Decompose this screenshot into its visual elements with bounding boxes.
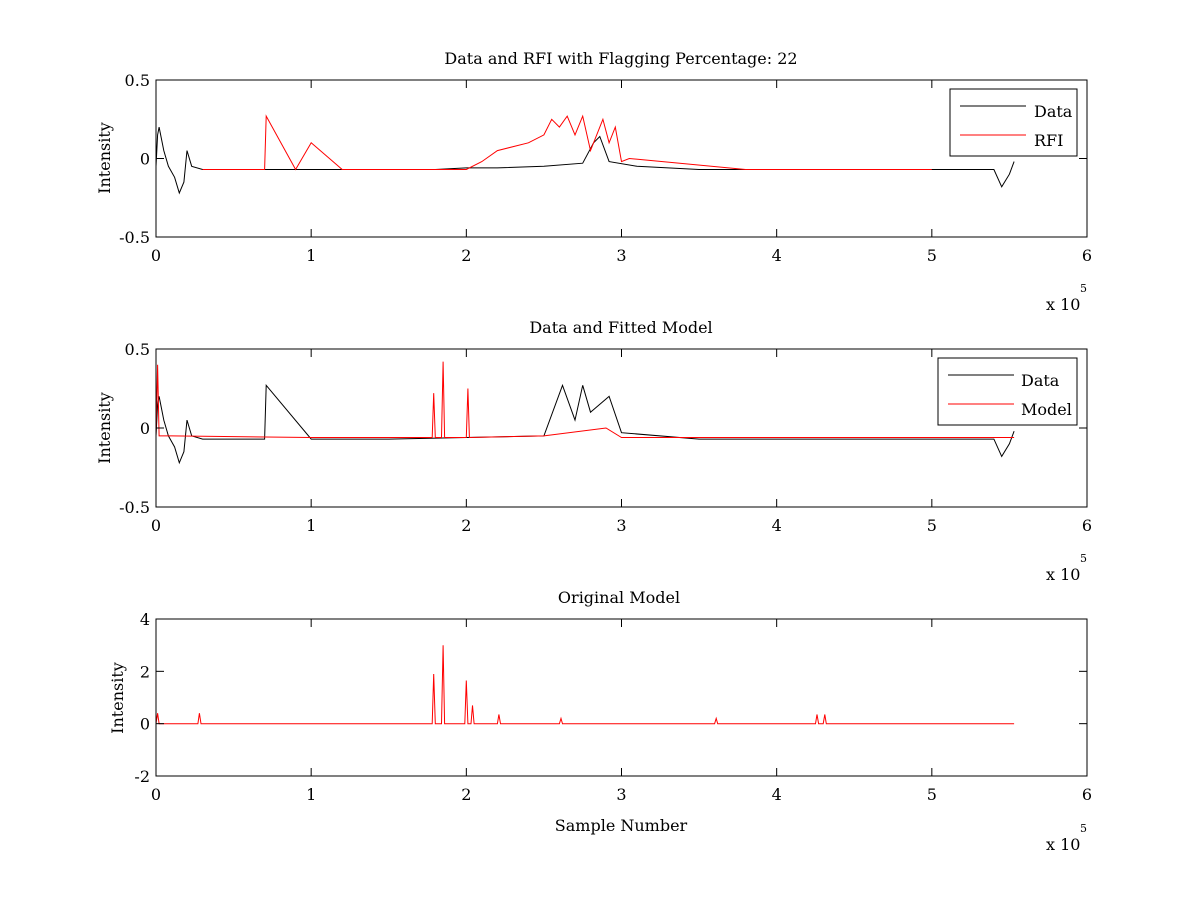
x-multiplier: x 10 [1046, 565, 1080, 584]
x-multiplier-exponent: 5 [1080, 552, 1087, 565]
x-multiplier-base: x 10 [1046, 835, 1080, 854]
y-tick-label: 0.5 [125, 340, 150, 359]
x-tick-label: 4 [772, 785, 782, 804]
y-tick-label: -2 [134, 767, 150, 786]
legend-label-rfi: RFI [1034, 131, 1063, 150]
x-tick-label: 1 [306, 246, 316, 265]
x-tick-label: 3 [616, 246, 626, 265]
y-tick-label: 4 [140, 610, 150, 629]
x-tick-label: 2 [461, 246, 471, 265]
legend-box [949, 88, 1078, 157]
legend-label-data: Data [1034, 102, 1073, 121]
x-tick-label: 3 [616, 516, 626, 535]
plot-area [156, 349, 1087, 507]
series-line-data [155, 383, 1015, 465]
x-multiplier-base: x 10 [1046, 565, 1080, 584]
x-tick-label: 3 [616, 785, 626, 804]
plot-title: Original Model [558, 588, 680, 607]
y-axis-label: Intensity [108, 662, 127, 734]
x-tick-label: 6 [1082, 785, 1092, 804]
x-multiplier-exponent: 5 [1080, 282, 1087, 295]
series-line-model [155, 645, 1015, 725]
x-tick-label: 6 [1082, 246, 1092, 265]
x-tick-label: 5 [927, 785, 937, 804]
plot-title: Data and Fitted Model [529, 318, 712, 337]
x-multiplier-exponent: 5 [1080, 822, 1087, 835]
y-ticks: -0.5 0 0.5 [119, 340, 1087, 517]
x-multiplier-base: x 10 [1046, 295, 1080, 314]
x-ticks: 0 1 2 3 4 5 6 [151, 80, 1092, 265]
y-ticks: -2 0 2 4 [134, 610, 1087, 786]
y-tick-label: 0 [140, 150, 150, 169]
series-layer [155, 361, 1015, 465]
x-tick-label: 0 [151, 516, 161, 535]
plot-title: Data and RFI with Flagging Percentage: 2… [444, 49, 797, 68]
series-layer [155, 645, 1015, 725]
series-line-model [155, 361, 1015, 439]
y-ticks: -0.5 0 0.5 [119, 71, 1087, 247]
y-tick-label: 0 [140, 715, 150, 734]
legend: Data Model [937, 357, 1078, 426]
x-ticks: 0 1 2 3 4 5 6 [151, 619, 1092, 804]
x-tick-label: 5 [927, 516, 937, 535]
subplot-data-and-rfi: Data and RFI with Flagging Percentage: 2… [95, 49, 1092, 314]
x-tick-label: 4 [772, 246, 782, 265]
y-axis-label: Intensity [95, 122, 114, 194]
plot-area [156, 80, 1087, 237]
x-ticks: 0 1 2 3 4 5 6 [151, 349, 1092, 535]
x-tick-label: 6 [1082, 516, 1092, 535]
x-tick-label: 5 [927, 246, 937, 265]
x-multiplier: x 10 [1046, 835, 1080, 854]
legend: Data RFI [949, 88, 1078, 157]
x-tick-label: 4 [772, 516, 782, 535]
x-tick-label: 2 [461, 516, 471, 535]
series-layer [155, 114, 1015, 195]
legend-label-data: Data [1021, 371, 1060, 390]
y-axis-label: Intensity [95, 392, 114, 464]
y-tick-label: 0.5 [125, 71, 150, 90]
legend-box [937, 357, 1078, 426]
x-axis-label: Sample Number [555, 816, 688, 835]
x-tick-label: 0 [151, 246, 161, 265]
y-tick-label: -0.5 [119, 498, 150, 517]
y-tick-label: 2 [140, 662, 150, 681]
y-tick-label: 0 [140, 419, 150, 438]
y-tick-label: -0.5 [119, 228, 150, 247]
x-tick-label: 1 [306, 516, 316, 535]
x-tick-label: 2 [461, 785, 471, 804]
series-line-rfi [202, 114, 932, 171]
plot-area [156, 619, 1087, 776]
x-multiplier: x 10 [1046, 295, 1080, 314]
x-tick-label: 1 [306, 785, 316, 804]
legend-label-model: Model [1021, 400, 1072, 419]
x-tick-label: 0 [151, 785, 161, 804]
